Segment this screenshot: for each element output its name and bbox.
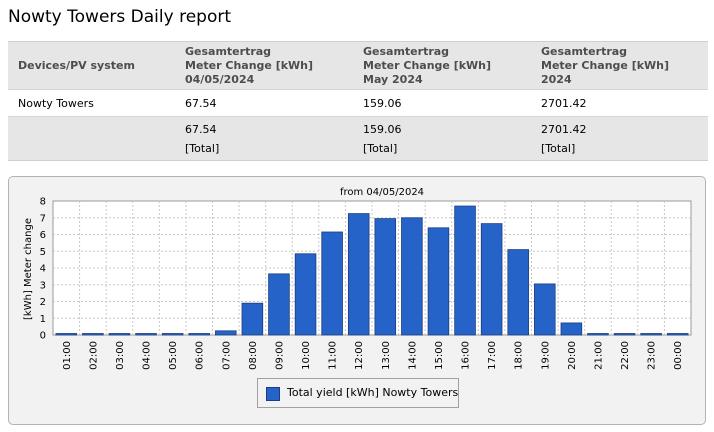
total-month-cell: 159.06 [Total] [353, 116, 531, 161]
y-tick-label: 2 [40, 297, 46, 308]
column-header-day[interactable]: Gesamtertrag Meter Change [kWh] 04/05/20… [175, 41, 353, 90]
device-name-cell: Nowty Towers [8, 89, 175, 117]
day-value-cell: 67.54 [175, 89, 353, 117]
x-tick-label: 23:00 [647, 341, 658, 370]
bar-09:00 [268, 273, 290, 336]
x-tick-label: 12:00 [354, 341, 365, 370]
x-tick-label: 09:00 [274, 341, 285, 370]
legend-label: Total yield [kWh] Nowty Towers [287, 386, 459, 399]
bar-19:00 [534, 283, 556, 336]
bar-11:00 [321, 231, 343, 336]
chart-legend: Total yield [kWh] Nowty Towers [257, 378, 459, 408]
x-tick-label: 00:00 [673, 341, 684, 370]
x-tick-label: 06:00 [195, 341, 206, 370]
column-header-year[interactable]: Gesamtertrag Meter Change [kWh] 2024 [531, 41, 708, 90]
x-tick-label: 10:00 [301, 341, 312, 370]
x-tick-label: 20:00 [567, 341, 578, 370]
chart-title: from 04/05/2024 [340, 187, 424, 198]
page-title: Nowty Towers Daily report [8, 7, 232, 27]
bar-17:00 [480, 223, 503, 336]
table-header-row: Devices/PV system Gesamtertrag Meter Cha… [8, 41, 708, 90]
x-tick-label: 15:00 [434, 341, 445, 370]
x-tick-label: 16:00 [461, 341, 472, 370]
bar-13:00 [374, 218, 397, 336]
summary-table: Devices/PV system Gesamtertrag Meter Cha… [8, 41, 708, 161]
x-tick-label: 02:00 [88, 341, 99, 370]
y-axis-label: [kWh] Meter change [23, 218, 34, 320]
total-label-cell [8, 116, 175, 161]
bar-12:00 [347, 213, 370, 336]
bar-18:00 [507, 249, 529, 336]
bar-21:00 [587, 333, 609, 336]
bar-10:00 [294, 253, 317, 336]
x-tick-label: 11:00 [328, 341, 339, 370]
x-tick-label: 05:00 [168, 341, 179, 370]
total-day-cell: 67.54 [Total] [175, 116, 353, 161]
bar-16:00 [454, 205, 476, 336]
x-tick-label: 04:00 [142, 341, 153, 370]
bar-04:00 [135, 333, 157, 336]
month-value-cell: 159.06 [353, 89, 531, 117]
total-year-cell: 2701.42 [Total] [531, 116, 708, 161]
plot-area [52, 200, 692, 336]
y-tick-label: 7 [40, 213, 46, 224]
y-tick-label: 1 [40, 314, 46, 325]
table-row: Nowty Towers 67.54 159.06 2701.42 [8, 89, 708, 117]
column-header-month[interactable]: Gesamtertrag Meter Change [kWh] May 2024 [353, 41, 531, 90]
x-tick-label: 08:00 [248, 341, 259, 370]
y-tick-label: 0 [40, 331, 46, 342]
bar-23:00 [640, 333, 662, 336]
x-tick-label: 07:00 [221, 341, 232, 370]
total-row: 67.54 [Total] 159.06 [Total] 2701.42 [Total… [8, 116, 708, 161]
bar-22:00 [613, 333, 636, 336]
bar-01:00 [55, 333, 78, 336]
bar-07:00 [215, 330, 237, 336]
y-tick-label: 8 [40, 197, 46, 208]
y-tick-label: 6 [40, 230, 46, 241]
bar-15:00 [427, 227, 450, 336]
legend-swatch [266, 387, 280, 401]
x-tick-label: 21:00 [593, 341, 604, 370]
x-tick-label: 19:00 [540, 341, 551, 370]
x-tick-label: 13:00 [381, 341, 392, 370]
x-tick-label: 22:00 [620, 341, 631, 370]
x-tick-label: 01:00 [62, 341, 73, 370]
bar-02:00 [82, 333, 104, 336]
chart-panel: 0 1 2 3 4 5 6 7 8 01:00 02:00 03:00 04:00 05:00 06:00 0… [8, 176, 706, 425]
bar-05:00 [161, 333, 184, 336]
bar-06:00 [188, 333, 210, 336]
x-tick-label: 14:00 [407, 341, 418, 370]
year-value-cell: 2701.42 [531, 89, 708, 117]
bar-00:00 [666, 333, 689, 336]
column-header-device[interactable]: Devices/PV system [8, 41, 175, 90]
y-tick-label: 3 [40, 280, 46, 291]
x-tick-label: 03:00 [115, 341, 126, 370]
yield-chart: 0 1 2 3 4 5 6 7 8 01:00 02:00 03:00 04:00 05:00 06:00 0… [23, 187, 692, 370]
y-tick-label: 5 [40, 247, 46, 258]
bar-03:00 [108, 333, 131, 336]
x-tick-label: 18:00 [514, 341, 525, 370]
x-tick-label: 17:00 [487, 341, 498, 370]
bar-14:00 [401, 217, 423, 336]
bar-20:00 [560, 322, 583, 336]
bar-08:00 [241, 302, 264, 336]
y-tick-label: 4 [40, 264, 46, 275]
